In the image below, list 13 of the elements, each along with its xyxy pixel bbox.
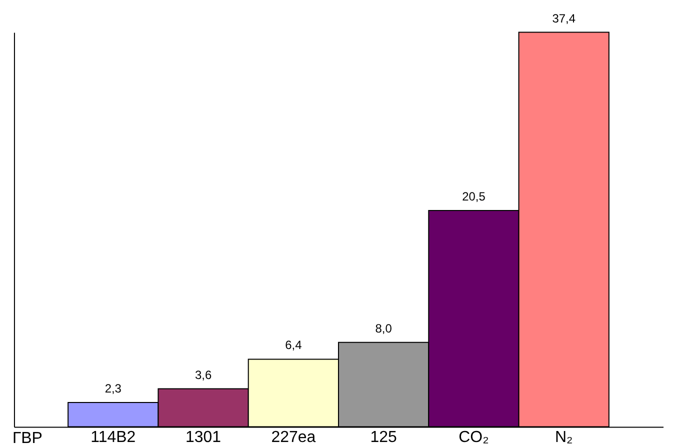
data-label: 37,4 xyxy=(552,11,576,26)
x-tick-label: N₂ xyxy=(555,429,573,446)
x-tick-label: CO₂ xyxy=(458,429,489,446)
x-tick-label: 125 xyxy=(370,429,398,446)
data-label: 2,3 xyxy=(104,381,122,396)
data-label: 3,6 xyxy=(194,368,212,382)
data-label: 8,0 xyxy=(375,321,392,336)
x-tick-label: 227ea xyxy=(271,429,316,446)
x-axis-title: ГВР xyxy=(12,430,42,447)
x-tick-label: 114B2 xyxy=(90,429,136,446)
data-label: 6,4 xyxy=(285,338,302,352)
x-tick-label: 1301 xyxy=(186,429,222,446)
data-label: 20,5 xyxy=(462,190,486,204)
